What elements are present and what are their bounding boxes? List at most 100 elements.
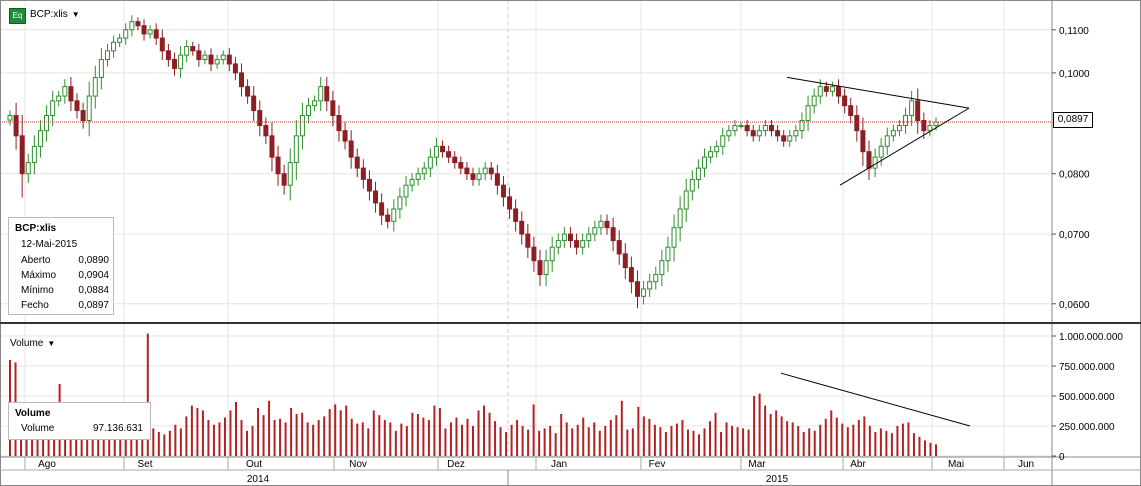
candle-body <box>299 115 305 137</box>
candle-body <box>476 173 482 180</box>
volume-bar <box>742 428 745 456</box>
x-month-label: Fev <box>649 459 666 470</box>
candle-body <box>257 110 263 127</box>
candle-body <box>458 162 464 169</box>
symbol-selector[interactable]: BCP:xlis ▼ <box>30 9 80 20</box>
volume-bar <box>499 427 502 456</box>
volume-bar <box>797 426 800 456</box>
volume-bar <box>207 420 210 456</box>
volume-selector[interactable]: Volume ▼ <box>10 338 55 349</box>
candle-body <box>123 29 129 39</box>
volume-bar <box>615 415 618 456</box>
volume-bar <box>433 405 436 456</box>
volume-bar <box>648 418 651 456</box>
grid-lines <box>0 0 1052 457</box>
volume-bar <box>697 434 700 456</box>
ohlc-value: 0,0890 <box>78 255 109 266</box>
volume-bar <box>279 418 282 456</box>
x-month-label: Mai <box>948 459 964 470</box>
volume-bar <box>802 432 805 456</box>
candle-body <box>348 140 354 158</box>
candle-body <box>135 21 141 27</box>
y-tick-label: 0,0600 <box>1059 300 1090 311</box>
volume-bar <box>736 427 739 456</box>
candle-body <box>269 135 275 158</box>
volume-bar <box>334 404 337 456</box>
candle-body <box>665 246 671 262</box>
volume-bars <box>9 333 937 456</box>
volume-bar <box>819 424 822 456</box>
ohlc-value: 0,0904 <box>78 270 109 281</box>
candle-body <box>720 135 726 147</box>
volume-bar <box>455 417 458 456</box>
volume-bar <box>31 433 34 456</box>
candle-body <box>202 54 208 61</box>
candle-body <box>775 130 781 137</box>
candle-body <box>531 246 537 262</box>
volume-bar <box>912 433 915 456</box>
volume-bar <box>571 428 574 456</box>
candle-body <box>318 86 324 102</box>
volume-bar <box>427 420 430 456</box>
ohlc-value: 0,0884 <box>78 285 109 296</box>
candle-body <box>689 178 695 192</box>
volume-bar <box>670 426 673 456</box>
candle-body <box>379 202 385 216</box>
candle-body <box>641 288 647 297</box>
volume-bar <box>229 410 232 456</box>
volume-bar <box>234 402 237 456</box>
volume-bar <box>449 422 452 456</box>
volume-bar <box>758 393 761 456</box>
volume-bar <box>692 430 695 456</box>
volume-bar <box>494 421 497 456</box>
candle-body <box>287 162 293 186</box>
volume-bar <box>593 422 596 456</box>
volume-bar <box>25 426 28 456</box>
candle-body <box>836 86 842 97</box>
candle-body <box>671 227 677 248</box>
candle-body <box>92 76 98 97</box>
chevron-down-icon[interactable]: ▼ <box>47 339 56 348</box>
volume-bar <box>201 410 204 456</box>
volume-bar <box>268 400 271 456</box>
volume-bar <box>146 333 149 456</box>
volume-bar <box>637 406 640 456</box>
candle-body <box>543 260 549 276</box>
volume-bar <box>411 412 414 456</box>
candle-body <box>909 100 915 117</box>
volume-info-panel: Volume Volume 97.136.631 <box>8 402 151 440</box>
candle-body <box>281 173 287 186</box>
chevron-down-icon[interactable]: ▼ <box>71 10 80 19</box>
y-tick-label: 0,1000 <box>1059 69 1090 80</box>
candle-body <box>848 105 854 117</box>
candle-body <box>98 59 104 78</box>
volume-bar <box>720 432 723 456</box>
candle-body <box>342 130 348 142</box>
volume-bar <box>576 424 579 456</box>
candle-body <box>634 281 640 297</box>
volume-bar <box>460 424 463 456</box>
price-candles <box>7 15 939 309</box>
candle-body <box>37 130 43 147</box>
candle-body <box>433 145 439 158</box>
volume-bar <box>444 428 447 456</box>
volume-bar <box>896 426 899 456</box>
volume-bar <box>907 422 910 456</box>
candle-body <box>628 267 634 283</box>
volume-bar <box>80 424 83 456</box>
x-month-label: Dez <box>447 459 465 470</box>
candle-body <box>561 233 567 242</box>
candle-body <box>232 63 238 74</box>
exchange-badge-icon[interactable]: Eq <box>9 8 26 24</box>
candle-body <box>409 178 415 186</box>
x-month-label: Jun <box>1018 459 1034 470</box>
candle-body <box>19 135 25 175</box>
volume-bar <box>372 410 375 456</box>
volume-bar <box>935 444 937 456</box>
volume-bar <box>339 410 342 456</box>
candle-body <box>403 184 409 198</box>
candle-body <box>842 95 848 107</box>
volume-bar <box>653 424 656 456</box>
volume-bar <box>505 432 508 456</box>
candle-body <box>184 46 190 56</box>
